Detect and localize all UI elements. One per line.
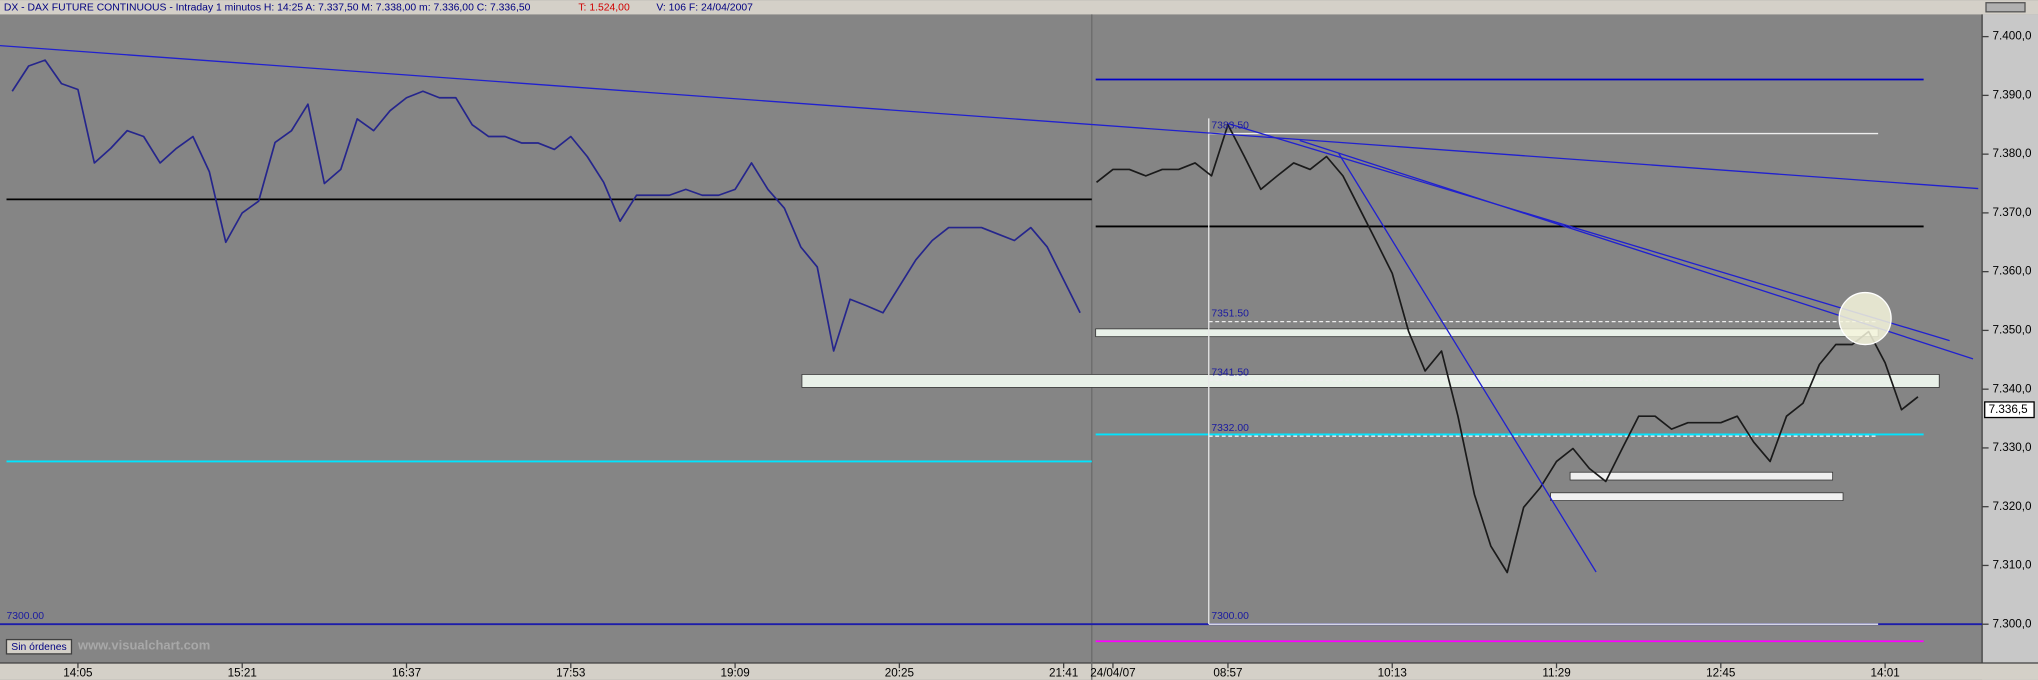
y-tick-label: 7.340,0 [1993, 382, 2032, 395]
x-tick-label: 21:41 [1049, 666, 1078, 679]
highlight-circle [1838, 291, 1892, 346]
x-tick-label: 15:21 [228, 666, 257, 679]
x-axis-panel [0, 662, 2038, 680]
level-band [801, 374, 1940, 388]
y-tick-label: 7.330,0 [1993, 441, 2032, 454]
price-line [11, 59, 1081, 352]
last-price-box [1984, 401, 2035, 419]
annotation-label: 7300.00 [1211, 611, 1249, 622]
y-tick-label: 7.310,0 [1993, 559, 2032, 572]
x-tick-label: 24/04/07 [1090, 666, 1136, 679]
annotation-label: 7332.00 [1211, 423, 1249, 434]
y-tick-label: 7.400,0 [1993, 30, 2032, 43]
title-alert: T: 1.524,00 [578, 3, 630, 14]
x-tick-label: 16:37 [392, 666, 421, 679]
orders-button[interactable] [5, 638, 73, 655]
annotation-label: 7383.50 [1211, 121, 1249, 132]
annotation-label: 7341.50 [1211, 367, 1249, 378]
x-tick-label: 17:53 [556, 666, 585, 679]
x-tick-label: 19:09 [720, 666, 749, 679]
x-tick-label: 14:01 [1870, 666, 1899, 679]
level-band [1550, 492, 1844, 501]
x-tick-label: 10:13 [1378, 666, 1407, 679]
y-axis-panel [1982, 14, 2038, 680]
y-tick-label: 7.370,0 [1993, 206, 2032, 219]
annotation-label: 7351.50 [1211, 309, 1249, 320]
orders-button-label[interactable]: Sin órdenes [11, 642, 66, 653]
level-band [1095, 328, 1879, 338]
labels: 7.300,0 7.310,0 7.320,0 7.330,0 7.340,0 7.350… [6, 30, 2035, 679]
last-price-label: 7.336,5 [1989, 403, 2028, 416]
x-tick-label: 12:45 [1706, 666, 1736, 679]
y-tick-label: 7.300,0 [1993, 617, 2032, 630]
levels [0, 78, 1983, 643]
trend-line [0, 44, 1979, 190]
trend-line [1228, 122, 1950, 342]
title-tail: V: 106 F: 24/04/2007 [656, 3, 753, 14]
y-tick-label: 7.390,0 [1993, 88, 2032, 101]
y-tick-label: 7.350,0 [1993, 324, 2032, 337]
y-tick-label: 7.320,0 [1993, 500, 2032, 513]
x-tick-label: 14:05 [63, 666, 93, 679]
level-band [1569, 471, 1834, 481]
y-tick-label: 7.380,0 [1993, 147, 2032, 160]
y-tick-label: 7.360,0 [1993, 265, 2032, 278]
chart-title: DX - DAX FUTURE CONTINUOUS - Intraday 1 … [4, 3, 531, 14]
x-tick-label: 08:57 [1213, 666, 1242, 679]
watermark: www.visualchart.com [77, 638, 210, 653]
header-bar [0, 0, 2038, 15]
header-control[interactable] [1985, 2, 2026, 13]
trend-line [1338, 153, 1597, 573]
x-tick-label: 11:29 [1542, 666, 1570, 679]
annotation-label: 7300.00 [6, 611, 44, 622]
x-tick-label: 20:25 [885, 666, 915, 679]
